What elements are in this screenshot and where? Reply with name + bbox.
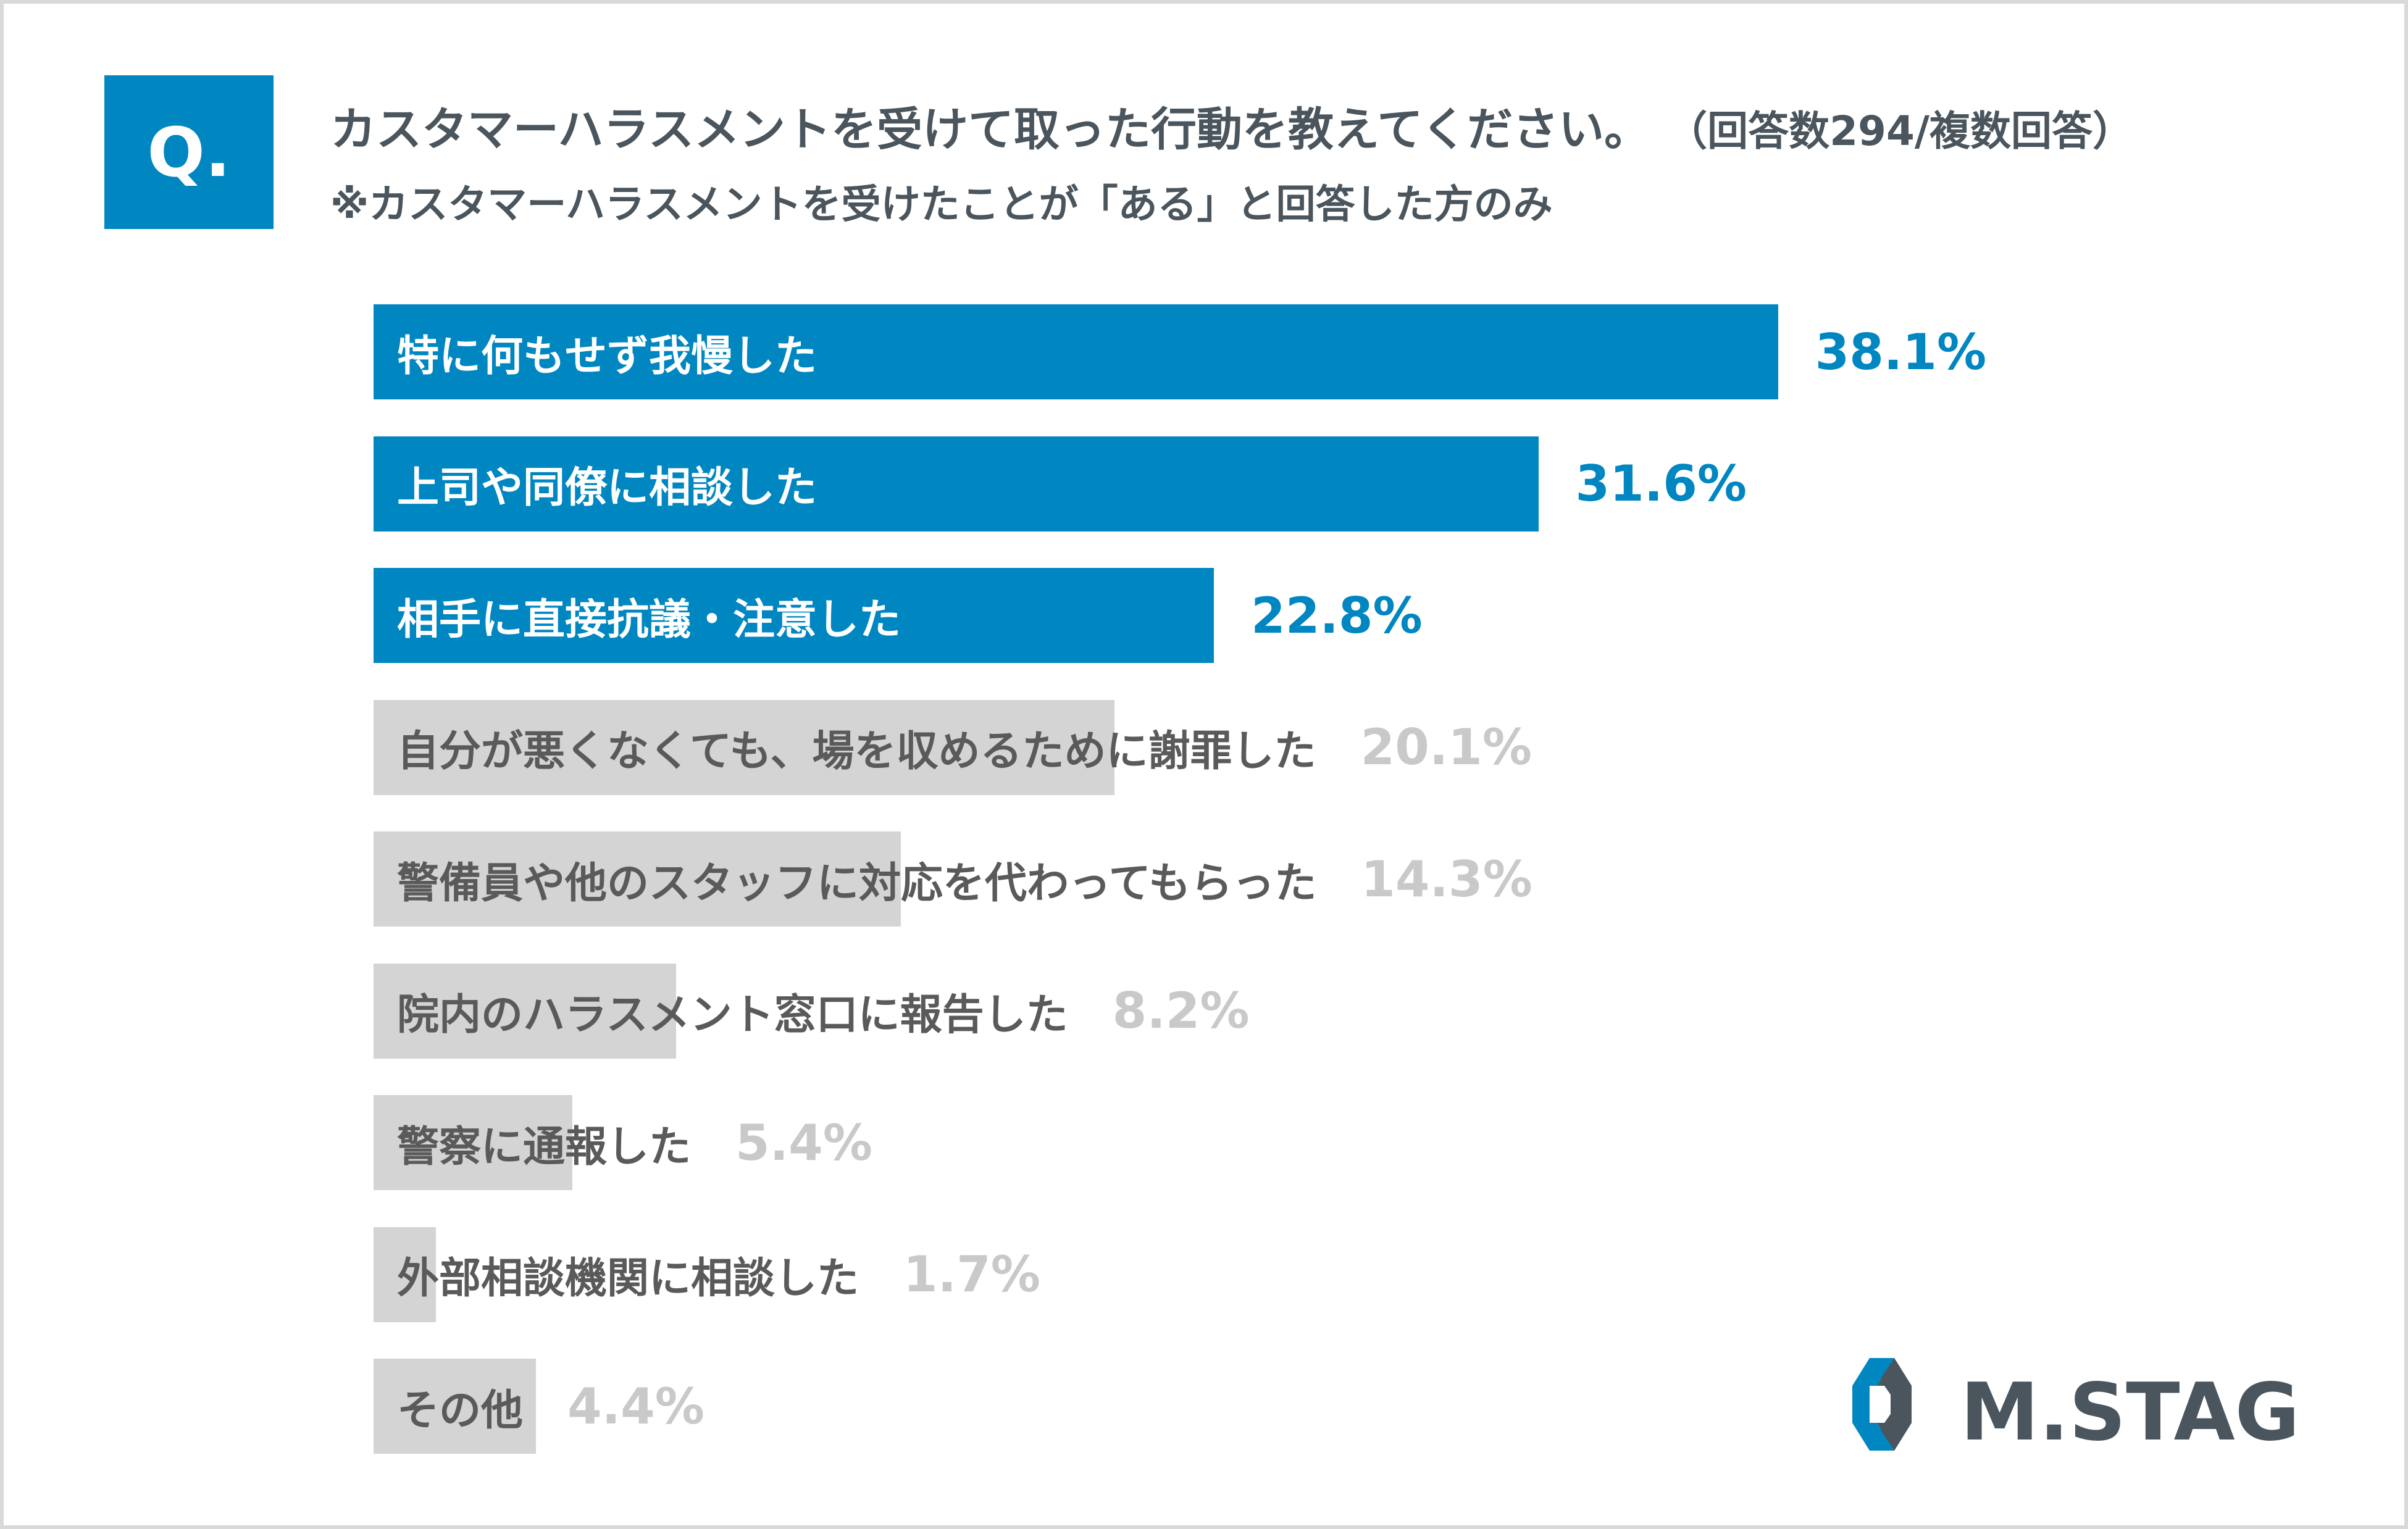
value-label: 8.2%: [1112, 982, 1250, 1039]
bar-text: 外部相談機関に相談した 1.7%: [374, 1227, 1040, 1322]
bar-text: 警察に通報した 5.4%: [374, 1095, 872, 1190]
bar-text: 警備員や他のスタッフに対応を代わってもらった 14.3%: [374, 831, 1532, 927]
chart-subtitle: ※カスタマーハラスメントを受けたことが「ある」と回答した方のみ: [330, 182, 1553, 228]
bar: [374, 699, 1114, 795]
category-label: 警備員や他のスタッフに対応を代わってもらった: [397, 859, 1317, 908]
category-label: 外部相談機関に相談した: [397, 1254, 859, 1303]
bar: [374, 568, 1214, 663]
bar-row: 警察に通報した 5.4%: [374, 1095, 2349, 1190]
bar: [374, 1227, 437, 1322]
bar-text: 相手に直接抗議・注意した: [374, 568, 901, 663]
category-label: 警察に通報した: [397, 1122, 692, 1172]
category-label: その他: [397, 1386, 524, 1435]
bar-row: 警備員や他のスタッフに対応を代わってもらった 14.3%: [374, 831, 2349, 927]
bar: [374, 436, 1539, 531]
bar-row: 院内のハラスメント窓口に報告した 8.2%: [374, 963, 2349, 1059]
bar: [374, 831, 901, 927]
bar-text: 上司や同僚に相談した: [374, 436, 817, 531]
category-label: 上司や同僚に相談した: [397, 464, 817, 512]
mstage-logo: M.STAGE: [1852, 1358, 2354, 1459]
chart-title: カスタマーハラスメントを受けて取った行動を教えてください。 （回答数294/複数回…: [330, 93, 2133, 159]
category-label: 自分が悪くなくても、場を収めるために謝罪した: [397, 727, 1316, 776]
value-label: 22.8%: [1251, 586, 1423, 644]
bar-row: 外部相談機関に相談した 1.7%: [374, 1227, 2349, 1322]
question-badge: Q.: [104, 75, 274, 229]
bar-text: その他 4.4%: [374, 1359, 704, 1454]
bar: [374, 1359, 536, 1454]
value-label: 5.4%: [735, 1114, 872, 1172]
value-label: 31.6%: [1575, 455, 1747, 512]
bar-row: 自分が悪くなくても、場を収めるために謝罪した 20.1%: [374, 699, 2349, 795]
bar-row: 31.6% 上司や同僚に相談した: [374, 436, 2349, 531]
bar-text: 自分が悪くなくても、場を収めるために謝罪した 20.1%: [374, 700, 1532, 795]
bar: [374, 1095, 573, 1190]
title-text: カスタマーハラスメントを受けて取った行動を教えてください。: [330, 103, 1650, 156]
bar-row: 22.8% 相手に直接抗議・注意した: [374, 568, 2349, 663]
category-label: 特に何もせず我慢した: [397, 331, 817, 381]
value-label: 14.3%: [1361, 850, 1532, 908]
bar: [374, 304, 1778, 399]
bar-text: 特に何もせず我慢した: [374, 304, 817, 399]
logo-mark-icon: M.STAGE: [1852, 1358, 2354, 1459]
value-label: 38.1%: [1815, 323, 1987, 381]
value-label: 1.7%: [903, 1246, 1040, 1303]
bar-row: 38.1% 特に何もせず我慢した: [374, 304, 2349, 399]
value-label: 4.4%: [567, 1377, 704, 1435]
bar: [374, 963, 676, 1059]
bar-text: 院内のハラスメント窓口に報告した 8.2%: [374, 964, 1250, 1059]
value-label: 20.1%: [1360, 719, 1532, 776]
bar-row: その他 4.4%: [374, 1359, 2349, 1454]
category-label: 院内のハラスメント窓口に報告した: [397, 991, 1068, 1039]
respondent-note: （回答数294/複数回答）: [1687, 107, 2133, 155]
logo-text: M.STAGE: [1960, 1367, 2297, 1451]
category-label: 相手に直接抗議・注意した: [397, 595, 901, 644]
